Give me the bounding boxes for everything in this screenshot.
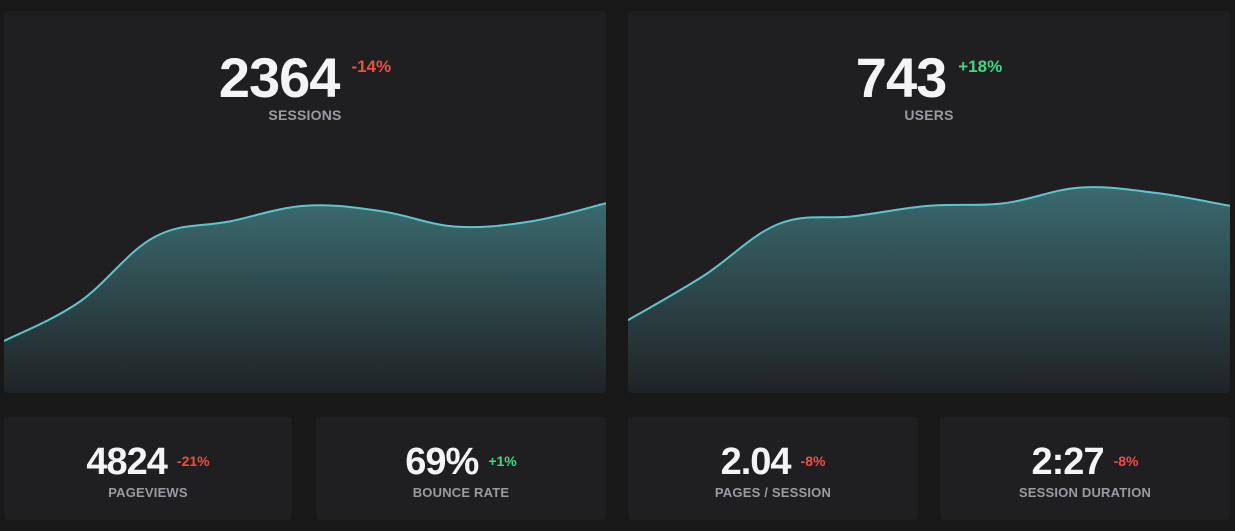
users-series-line	[628, 186, 1230, 322]
bounce-rate-label: BOUNCE RATE	[412, 485, 510, 500]
pages-per-session-kpi: 2.04 -8% PAGES / SESSION	[628, 441, 918, 500]
bounce-rate-card: 69% +1% BOUNCE RATE	[316, 417, 606, 520]
session-duration-kpi: 2:27 -8% SESSION DURATION	[940, 441, 1230, 500]
sessions-value: 2364	[218, 46, 341, 109]
session-duration-label: SESSION DURATION	[1018, 485, 1152, 500]
pageviews-label: PAGEVIEWS	[108, 485, 188, 500]
sessions-area-chart	[4, 202, 606, 393]
bounce-rate-change: +1%	[488, 453, 517, 469]
pages-per-session-change: -8%	[800, 453, 826, 469]
pageviews-change: -21%	[176, 453, 210, 469]
users-label: USERS	[904, 107, 954, 123]
sessions-change: -14%	[351, 57, 392, 76]
bounce-rate-kpi: 69% +1% BOUNCE RATE	[316, 441, 606, 500]
sessions-card: 2364 -14% SESSIONS	[4, 11, 606, 393]
users-change: +18%	[958, 57, 1003, 76]
pageviews-kpi: 4824 -21% PAGEVIEWS	[4, 441, 292, 500]
sessions-area-fill	[4, 203, 606, 393]
session-duration-value: 2:27	[1031, 441, 1105, 483]
pages-per-session-card: 2.04 -8% PAGES / SESSION	[628, 417, 918, 520]
sessions-label: SESSIONS	[268, 107, 342, 123]
sessions-series-line	[4, 202, 606, 342]
users-area-fill	[628, 187, 1230, 393]
pageviews-card: 4824 -21% PAGEVIEWS	[4, 417, 292, 520]
pages-per-session-label: PAGES / SESSION	[714, 485, 832, 500]
pageviews-value: 4824	[86, 441, 168, 483]
session-duration-change: -8%	[1113, 453, 1139, 469]
users-kpi: 743 +18% USERS	[628, 46, 1230, 124]
bounce-rate-value: 69%	[405, 441, 479, 483]
users-area-chart	[628, 186, 1230, 393]
sessions-kpi: 2364 -14% SESSIONS	[4, 46, 606, 124]
users-value: 743	[855, 46, 947, 109]
users-card: 743 +18% USERS	[628, 11, 1230, 393]
session-duration-card: 2:27 -8% SESSION DURATION	[940, 417, 1230, 520]
pages-per-session-value: 2.04	[720, 441, 792, 483]
